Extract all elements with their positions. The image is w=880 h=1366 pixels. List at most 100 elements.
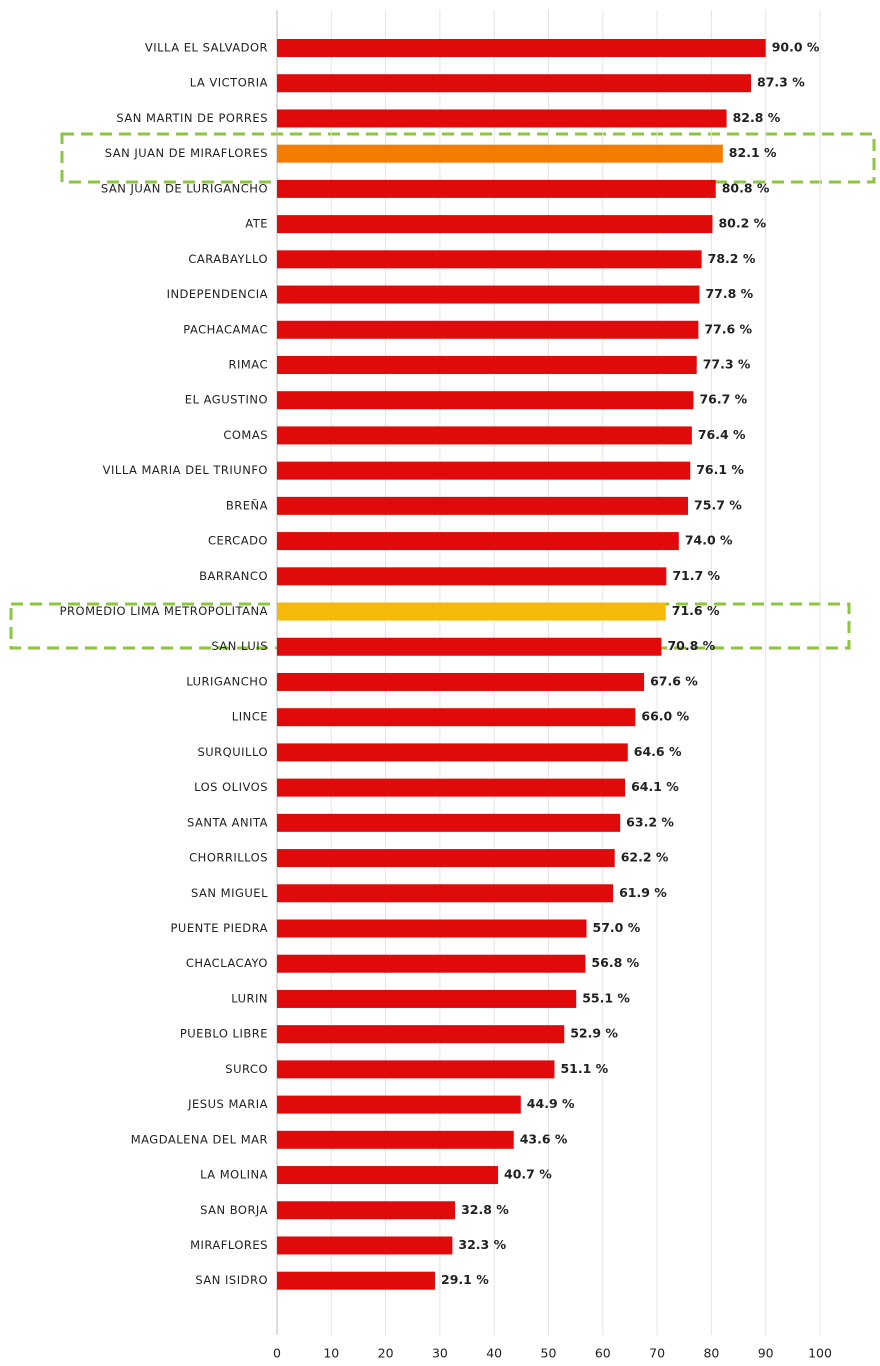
category-label: CHACLACAYO [186,956,268,970]
category-label: COMAS [223,428,268,442]
bar [277,179,716,198]
value-label: 80.2 % [718,216,766,231]
category-label: BARRANCO [199,569,268,583]
value-label: 70.8 % [667,638,715,653]
category-label: SURQUILLO [197,745,268,759]
category-label: SAN LUIS [211,639,268,653]
category-label: VILLA EL SALVADOR [145,41,268,55]
x-tick-label: 20 [378,1346,394,1361]
value-label: 75.7 % [694,497,742,512]
category-label: LURIN [231,991,268,1005]
value-label: 71.7 % [672,568,720,583]
value-label: 44.9 % [527,1096,575,1111]
category-label: SANTA ANITA [187,815,268,829]
category-label: VILLA MARIA DEL TRIUNFO [103,463,268,477]
bar [277,672,645,691]
bar [277,1236,453,1255]
category-label: EL AGUSTINO [185,393,268,407]
value-label: 62.2 % [621,850,669,865]
bar [277,320,699,339]
value-label: 56.8 % [591,955,639,970]
value-label: 61.9 % [619,885,667,900]
bar [277,215,713,234]
value-label: 76.4 % [698,427,746,442]
bar [277,426,692,445]
value-label: 82.1 % [729,145,777,160]
x-tick-label: 50 [541,1346,557,1361]
category-label: SAN MARTIN DE PORRES [116,111,268,125]
value-label: 76.1 % [696,462,744,477]
category-label: CARABAYLLO [188,252,268,266]
bar [277,461,691,480]
bar [277,813,621,832]
bar [277,849,615,868]
value-label: 64.6 % [634,744,682,759]
value-label: 82.8 % [733,110,781,125]
value-label: 77.8 % [705,286,753,301]
category-label: ATE [245,217,268,231]
category-label: JESUS MARIA [187,1097,268,1111]
value-label: 77.3 % [703,356,751,371]
category-label: BREÑA [226,497,268,512]
category-label: INDEPENDENCIA [167,287,268,301]
category-label: LINCE [232,710,268,724]
category-label: PUEBLO LIBRE [180,1027,268,1041]
category-label: SURCO [225,1062,268,1076]
x-tick-label: 10 [323,1346,339,1361]
x-tick-label: 90 [758,1346,774,1361]
value-label: 52.9 % [570,1026,618,1041]
category-label: CERCADO [208,534,268,548]
bar [277,1060,555,1079]
category-label: MIRAFLORES [190,1238,268,1252]
bar [277,355,697,374]
category-label: SAN JUAN DE MIRAFLORES [105,146,268,160]
category-label: MAGDALENA DEL MAR [131,1132,268,1146]
bar [277,602,666,621]
bar [277,708,636,727]
value-label: 57.0 % [593,920,641,935]
bar [277,567,667,586]
category-label: SAN BORJA [200,1203,268,1217]
value-label: 76.7 % [699,392,747,407]
bar [277,1130,514,1149]
bar [277,250,702,269]
x-tick-label: 30 [432,1346,448,1361]
bar [277,778,626,797]
category-label: SAN ISIDRO [195,1273,268,1287]
bar [277,39,766,57]
bar [277,743,628,762]
bar [277,989,577,1008]
bar [277,144,723,163]
value-label: 77.6 % [704,321,752,336]
bar [277,1166,499,1185]
x-tick-label: 80 [703,1346,719,1361]
category-label: LA MOLINA [200,1168,268,1182]
value-label: 80.8 % [722,180,770,195]
bar [277,1201,456,1220]
category-label: LURIGANCHO [186,674,268,688]
category-label: PROMEDIO LIMA METROPOLITANA [60,604,268,618]
value-label: 55.1 % [582,990,630,1005]
value-label: 40.7 % [504,1167,552,1182]
value-label: 32.3 % [458,1237,506,1252]
bar [277,496,689,515]
value-label: 43.6 % [520,1131,568,1146]
category-label: SAN JUAN DE LURIGANCHO [101,181,268,195]
category-label: CHORRILLOS [189,851,268,865]
value-label: 78.2 % [708,251,756,266]
category-label: PACHACAMAC [183,322,268,336]
bar [277,919,587,938]
value-label: 67.6 % [650,673,698,688]
x-tick-label: 100 [808,1346,832,1361]
value-label: 66.0 % [641,709,689,724]
category-label: PUENTE PIEDRA [170,921,268,935]
value-label: 32.8 % [461,1202,509,1217]
value-label: 29.1 % [441,1272,489,1287]
category-label: LOS OLIVOS [194,780,268,794]
category-label: RIMAC [229,357,269,371]
x-tick-label: 40 [486,1346,502,1361]
bar [277,954,586,973]
x-tick-label: 70 [649,1346,665,1361]
bar [277,285,700,304]
value-label: 64.1 % [631,779,679,794]
